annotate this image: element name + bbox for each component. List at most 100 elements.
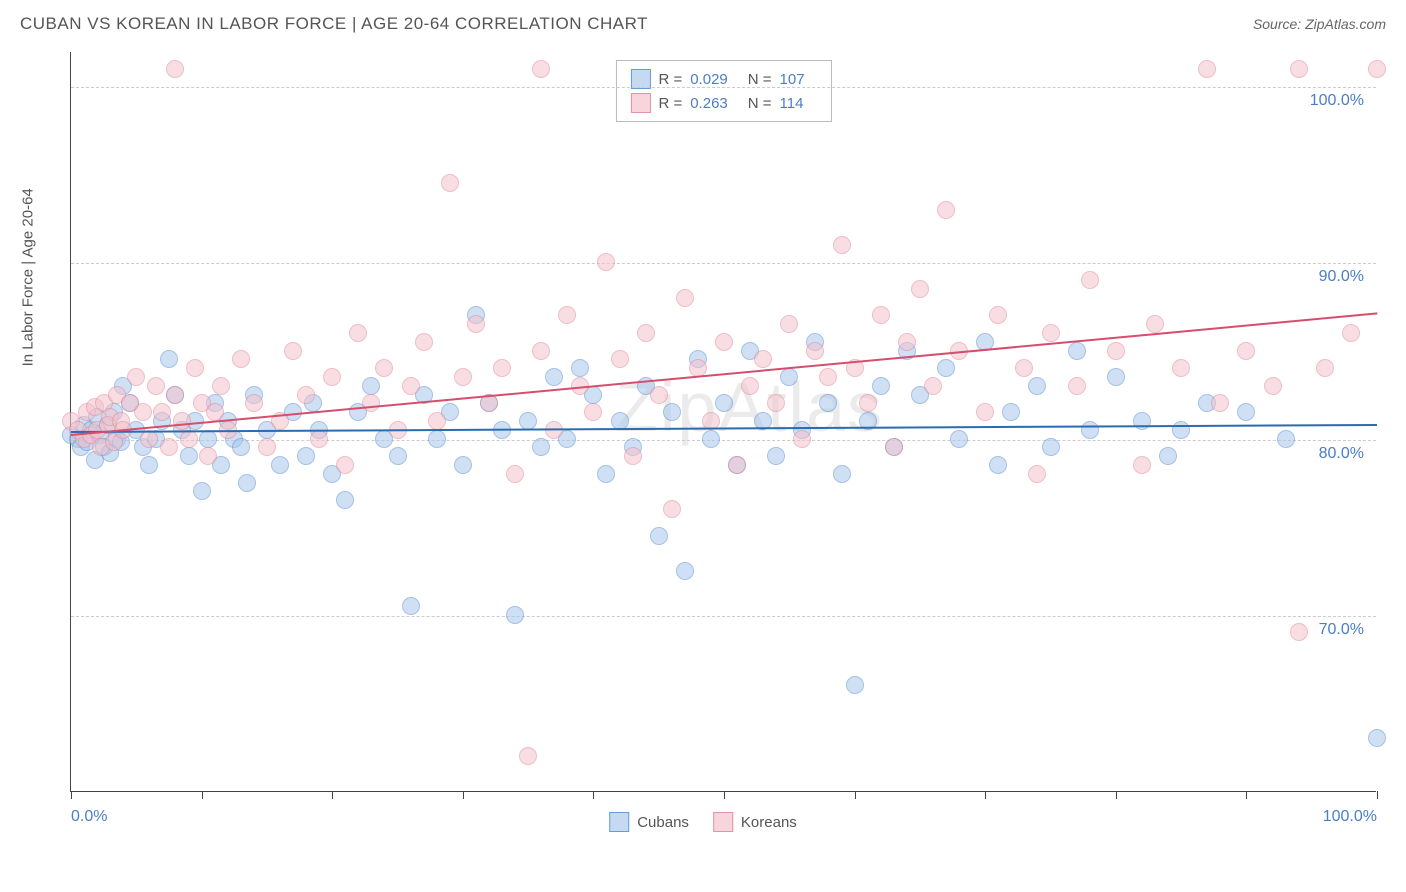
- scatter-point: [545, 368, 563, 386]
- scatter-point: [1028, 377, 1046, 395]
- scatter-point: [441, 174, 459, 192]
- scatter-point: [924, 377, 942, 395]
- scatter-point: [297, 447, 315, 465]
- legend-swatch: [713, 812, 733, 832]
- scatter-point: [728, 456, 746, 474]
- legend-label: Koreans: [741, 814, 797, 831]
- y-tick-label: 80.0%: [1319, 445, 1364, 463]
- x-tick-label: 0.0%: [71, 808, 107, 826]
- scatter-point: [271, 456, 289, 474]
- scatter-point: [1277, 430, 1295, 448]
- scatter-point: [532, 342, 550, 360]
- plot-area: ZipAtlas R =0.029N =107R =0.263N =114 70…: [70, 52, 1376, 792]
- scatter-point: [571, 359, 589, 377]
- scatter-point: [624, 447, 642, 465]
- scatter-point: [754, 350, 772, 368]
- stat-r-label: R =: [658, 95, 682, 112]
- scatter-point: [160, 350, 178, 368]
- scatter-point: [676, 562, 694, 580]
- scatter-point: [833, 236, 851, 254]
- scatter-point: [780, 368, 798, 386]
- x-tick: [463, 791, 464, 799]
- scatter-point: [1368, 729, 1386, 747]
- scatter-point: [676, 289, 694, 307]
- scatter-point: [976, 403, 994, 421]
- scatter-point: [1068, 377, 1086, 395]
- legend-item: Koreans: [713, 812, 797, 832]
- y-tick-label: 90.0%: [1319, 268, 1364, 286]
- stat-n-value: 114: [780, 95, 804, 112]
- scatter-point: [989, 456, 1007, 474]
- scatter-point: [898, 333, 916, 351]
- scatter-point: [1342, 324, 1360, 342]
- scatter-point: [186, 359, 204, 377]
- scatter-point: [1146, 315, 1164, 333]
- gridline: [71, 616, 1376, 617]
- scatter-point: [767, 394, 785, 412]
- scatter-point: [911, 280, 929, 298]
- scatter-point: [389, 447, 407, 465]
- y-axis-label: In Labor Force | Age 20-64: [20, 188, 37, 366]
- scatter-point: [819, 368, 837, 386]
- scatter-point: [180, 447, 198, 465]
- scatter-point: [1133, 412, 1151, 430]
- scatter-point: [284, 342, 302, 360]
- scatter-point: [173, 412, 191, 430]
- scatter-point: [1133, 456, 1151, 474]
- scatter-point: [715, 394, 733, 412]
- x-tick: [593, 791, 594, 799]
- legend-swatch: [609, 812, 629, 832]
- scatter-point: [741, 377, 759, 395]
- scatter-point: [532, 60, 550, 78]
- scatter-point: [297, 386, 315, 404]
- scatter-point: [1237, 403, 1255, 421]
- scatter-point: [715, 333, 733, 351]
- scatter-point: [1042, 438, 1060, 456]
- scatter-point: [989, 306, 1007, 324]
- x-tick: [1377, 791, 1378, 799]
- scatter-point: [1211, 394, 1229, 412]
- stat-n-value: 107: [780, 71, 805, 88]
- scatter-point: [1107, 342, 1125, 360]
- scatter-point: [153, 403, 171, 421]
- scatter-point: [663, 500, 681, 518]
- source-attribution: Source: ZipAtlas.com: [1253, 16, 1386, 32]
- scatter-point: [402, 377, 420, 395]
- scatter-point: [232, 438, 250, 456]
- scatter-point: [506, 465, 524, 483]
- scatter-point: [1172, 421, 1190, 439]
- bottom-legend: Cubans Koreans: [609, 812, 797, 832]
- scatter-point: [1264, 377, 1282, 395]
- scatter-point: [166, 386, 184, 404]
- scatter-point: [937, 359, 955, 377]
- scatter-point: [1068, 342, 1086, 360]
- scatter-point: [846, 676, 864, 694]
- x-tick: [1246, 791, 1247, 799]
- scatter-point: [597, 465, 615, 483]
- scatter-point: [1002, 403, 1020, 421]
- y-tick-label: 100.0%: [1310, 92, 1364, 110]
- scatter-point: [193, 482, 211, 500]
- scatter-point: [650, 386, 668, 404]
- scatter-point: [454, 368, 472, 386]
- scatter-point: [1290, 60, 1308, 78]
- scatter-point: [793, 430, 811, 448]
- scatter-point: [806, 342, 824, 360]
- scatter-point: [428, 430, 446, 448]
- scatter-point: [558, 306, 576, 324]
- scatter-point: [637, 324, 655, 342]
- scatter-point: [375, 359, 393, 377]
- x-tick-label: 100.0%: [1323, 808, 1377, 826]
- scatter-point: [140, 456, 158, 474]
- scatter-point: [597, 253, 615, 271]
- scatter-point: [127, 368, 145, 386]
- scatter-point: [885, 438, 903, 456]
- scatter-point: [872, 306, 890, 324]
- scatter-point: [258, 438, 276, 456]
- scatter-point: [1159, 447, 1177, 465]
- stat-r-value: 0.029: [690, 71, 728, 88]
- scatter-point: [1198, 60, 1216, 78]
- scatter-point: [819, 394, 837, 412]
- legend-label: Cubans: [637, 814, 689, 831]
- stats-legend: R =0.029N =107R =0.263N =114: [615, 60, 831, 122]
